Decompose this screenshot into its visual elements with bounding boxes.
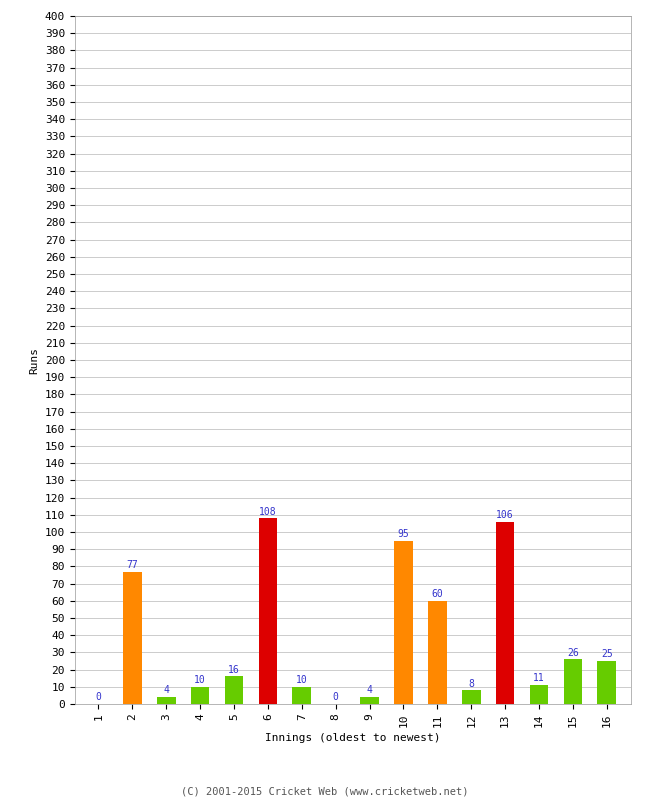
Text: 77: 77	[127, 560, 138, 570]
Bar	[292, 686, 311, 704]
Bar	[597, 661, 616, 704]
Text: 0: 0	[96, 692, 101, 702]
Text: 11: 11	[533, 674, 545, 683]
Text: 25: 25	[601, 650, 613, 659]
Bar	[394, 541, 413, 704]
Text: 106: 106	[497, 510, 514, 520]
Text: 95: 95	[398, 529, 410, 539]
Y-axis label: Runs: Runs	[29, 346, 39, 374]
Text: 26: 26	[567, 647, 578, 658]
Text: 16: 16	[228, 665, 240, 674]
Text: 10: 10	[194, 675, 206, 685]
Text: (C) 2001-2015 Cricket Web (www.cricketweb.net): (C) 2001-2015 Cricket Web (www.cricketwe…	[181, 786, 469, 796]
Bar	[496, 522, 514, 704]
Bar	[360, 697, 379, 704]
Bar	[157, 697, 176, 704]
Text: 8: 8	[468, 678, 474, 689]
X-axis label: Innings (oldest to newest): Innings (oldest to newest)	[265, 733, 441, 742]
Bar	[225, 677, 243, 704]
Text: 4: 4	[367, 686, 372, 695]
Text: 0: 0	[333, 692, 339, 702]
Bar	[123, 571, 142, 704]
Text: 4: 4	[163, 686, 169, 695]
Bar	[191, 686, 209, 704]
Text: 108: 108	[259, 506, 277, 517]
Text: 10: 10	[296, 675, 307, 685]
Bar	[428, 601, 447, 704]
Bar	[530, 685, 549, 704]
Bar	[259, 518, 278, 704]
Bar	[462, 690, 480, 704]
Text: 60: 60	[432, 589, 443, 599]
Bar	[564, 659, 582, 704]
